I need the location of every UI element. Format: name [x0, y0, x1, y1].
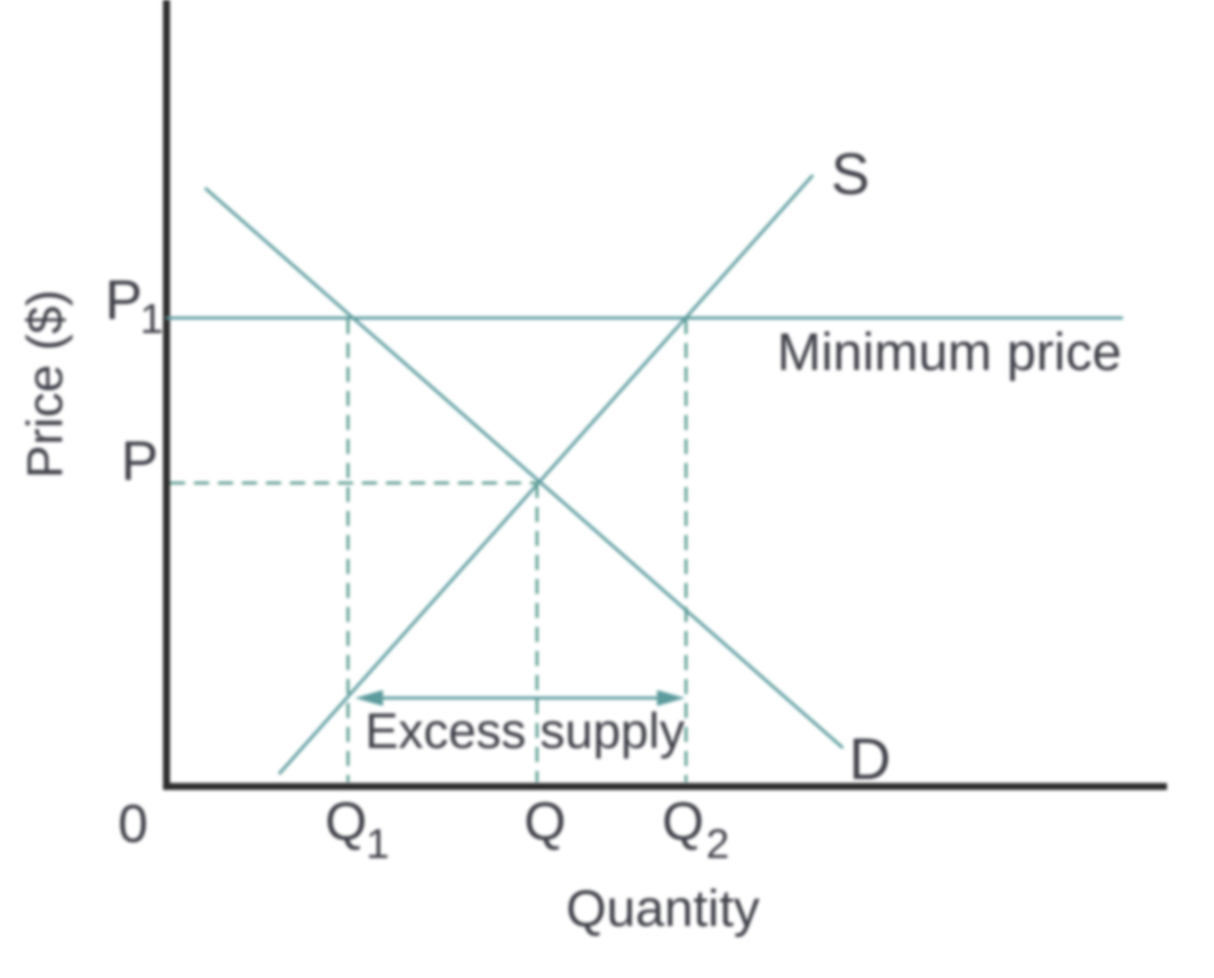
svg-text:Q: Q [662, 792, 704, 852]
svg-text:P: P [121, 429, 158, 492]
svg-text:1: 1 [140, 295, 163, 342]
svg-text:Price ($): Price ($) [17, 290, 73, 479]
svg-text:S: S [831, 142, 870, 207]
svg-text:Minimum price: Minimum price [777, 323, 1122, 382]
svg-text:Q: Q [524, 792, 566, 852]
svg-text:P: P [105, 268, 142, 331]
svg-text:2: 2 [706, 820, 729, 867]
svg-text:Excess supply: Excess supply [365, 703, 685, 759]
svg-text:1: 1 [366, 820, 389, 867]
svg-text:Quantity: Quantity [566, 880, 760, 938]
svg-text:0: 0 [118, 794, 148, 854]
svg-text:Q: Q [325, 792, 367, 852]
svg-text:D: D [849, 727, 891, 792]
